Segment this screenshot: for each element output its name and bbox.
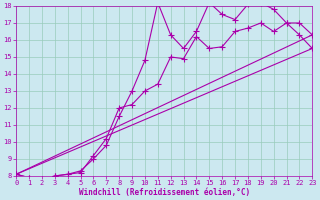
X-axis label: Windchill (Refroidissement éolien,°C): Windchill (Refroidissement éolien,°C) [79, 188, 250, 197]
